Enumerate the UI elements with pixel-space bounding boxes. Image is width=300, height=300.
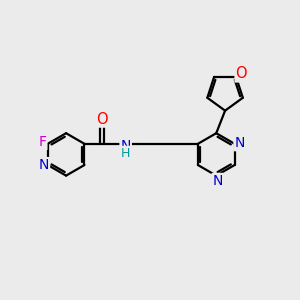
Text: O: O (236, 67, 247, 82)
Text: N: N (234, 136, 245, 150)
Text: O: O (96, 112, 108, 127)
Text: N: N (121, 139, 131, 153)
Text: N: N (212, 174, 223, 188)
Text: F: F (38, 135, 46, 149)
Text: H: H (121, 147, 130, 160)
Text: N: N (39, 158, 49, 172)
